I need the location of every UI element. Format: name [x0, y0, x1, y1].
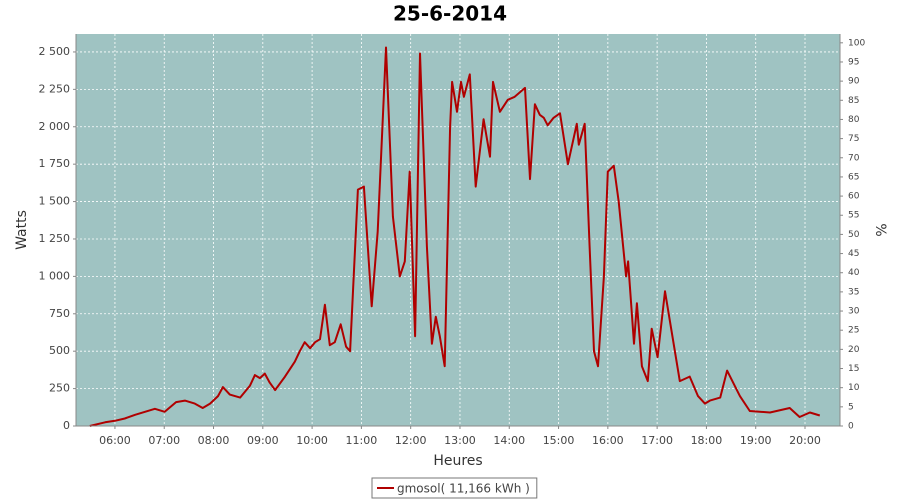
- x-tick-label: 11:00: [346, 434, 378, 447]
- x-tick-label: 16:00: [592, 434, 624, 447]
- y-tick-label: 500: [49, 344, 70, 357]
- x-tick-label: 07:00: [148, 434, 180, 447]
- legend-label: gmosol( 11,166 kWh ): [397, 482, 530, 496]
- x-tick-label: 19:00: [740, 434, 772, 447]
- x-tick-label: 06:00: [99, 434, 131, 447]
- grid: [76, 34, 840, 427]
- x-tick-label: 18:00: [691, 434, 723, 447]
- y2-tick-label: 50: [848, 230, 860, 240]
- y-tick-label: 1 500: [39, 195, 71, 208]
- x-tick-label: 08:00: [198, 434, 230, 447]
- x-tick-label: 12:00: [395, 434, 427, 447]
- y-tick-label: 1 750: [39, 157, 71, 170]
- y2-tick-label: 10: [848, 383, 860, 393]
- y2-axis-label: %: [872, 223, 888, 236]
- y2-tick-label: 40: [848, 268, 860, 278]
- plot-area: [76, 34, 840, 426]
- y2-tick-label: 60: [848, 192, 860, 202]
- y-tick-label: 750: [49, 307, 70, 320]
- legend-box: [371, 477, 538, 499]
- y2-tick-label: 0: [848, 422, 854, 432]
- data-line: [89, 46, 821, 427]
- y-tick-label: 2 250: [39, 82, 71, 95]
- y-tick-label: 1 000: [39, 269, 71, 282]
- x-tick-label: 20:00: [789, 434, 821, 447]
- x-tick-label: 17:00: [641, 434, 673, 447]
- y-axis-label: Watts: [14, 210, 30, 250]
- x-tick-label: 09:00: [247, 434, 279, 447]
- x-tick-label: 14:00: [493, 434, 525, 447]
- y2-tick-label: 70: [848, 153, 860, 163]
- y2-tick-label: 80: [848, 115, 860, 125]
- y-tick-label: 1 250: [39, 232, 71, 245]
- y-tick-label: 0: [63, 419, 70, 432]
- y-tick-label: 250: [49, 382, 70, 395]
- y-tick-label: 2 000: [39, 120, 71, 133]
- x-tick-label: 13:00: [444, 434, 476, 447]
- y2-tick-label: 75: [848, 134, 859, 144]
- y2-tick-label: 20: [848, 345, 860, 355]
- y-tick-label: 2 500: [39, 45, 71, 58]
- y2-tick-label: 100: [848, 38, 865, 48]
- marks: [89, 46, 821, 427]
- y2-tick-label: 65: [848, 172, 859, 182]
- y2-tick-label: 35: [848, 287, 859, 297]
- chart-title: 25-6-2014: [393, 2, 507, 26]
- x-axis-label: Heures: [433, 453, 482, 469]
- y2-tick-label: 30: [848, 307, 860, 317]
- y2-tick-label: 15: [848, 364, 859, 374]
- y2-tick-label: 90: [848, 77, 860, 87]
- y2-tick-label: 5: [848, 402, 854, 412]
- y2-tick-label: 55: [848, 211, 859, 221]
- y2-tick-label: 95: [848, 57, 859, 67]
- x-tick-label: 15:00: [543, 434, 575, 447]
- legend: gmosol( 11,166 kWh ): [371, 477, 538, 499]
- y2-tick-label: 85: [848, 96, 859, 106]
- y2-tick-label: 25: [848, 326, 859, 336]
- x-tick-label: 10:00: [296, 434, 328, 447]
- y2-tick-label: 45: [848, 249, 859, 259]
